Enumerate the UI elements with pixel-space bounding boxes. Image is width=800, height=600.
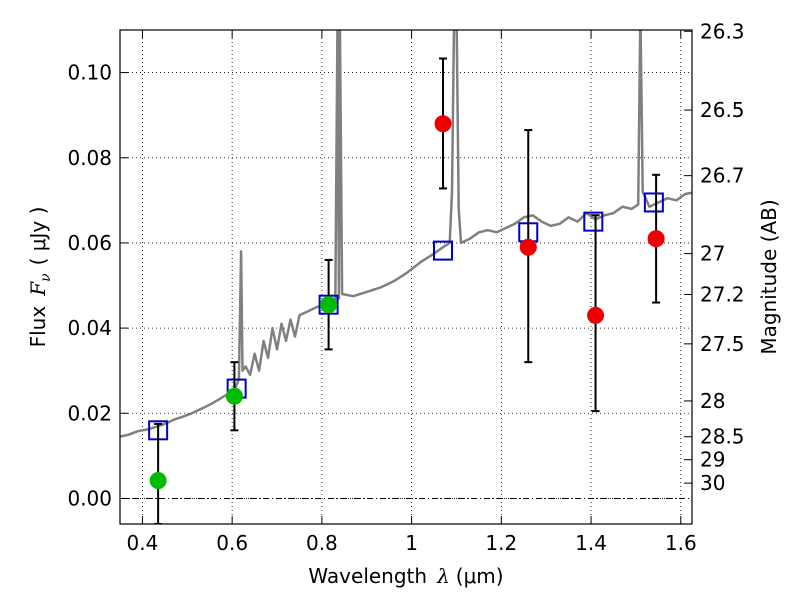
y-axis-label-text: Flux: [26, 306, 50, 348]
observed-point-marker: [434, 115, 452, 133]
y-tick-label: 0.04: [67, 316, 112, 340]
y-tick-label: 0.02: [67, 401, 112, 425]
observed-point-marker: [320, 296, 338, 314]
x-axis-label-text: Wavelength: [308, 564, 427, 588]
model-square-marker: [433, 240, 454, 261]
x-tick-label: 0.6: [216, 531, 248, 555]
y-axis-label-symbol: F: [26, 281, 50, 297]
y2-tick-label: 26.5: [700, 98, 745, 122]
y2-tick-label: 28.5: [700, 425, 745, 449]
y2-tick-label: 29: [700, 448, 725, 472]
observed-point-marker: [587, 306, 605, 324]
y-tick-label: 0.08: [67, 146, 112, 170]
plot-frame: [119, 29, 693, 525]
observed-point-marker: [149, 472, 167, 490]
y2-tick-label: 26.3: [700, 19, 745, 43]
model-square-marker: [643, 192, 664, 213]
y2-tick-label: 26.7: [700, 164, 745, 188]
y-tick-label: 0.00: [67, 486, 112, 510]
y-tick-label: 0.10: [67, 61, 112, 85]
x-tick-label: 1.6: [665, 531, 697, 555]
x-tick-label: 1: [405, 531, 418, 555]
y2-tick-label: 27.2: [700, 282, 745, 306]
x-tick-label: 0.8: [306, 531, 338, 555]
observed-point-marker: [647, 230, 665, 248]
y2-tick-label: 30: [700, 471, 725, 495]
spectrum-line: [120, 30, 692, 438]
y2-tick-label: 28: [700, 389, 725, 413]
x-axis-label-symbol: λ: [436, 564, 450, 588]
observed-point-marker: [519, 238, 537, 256]
y-axis-label-unit: ( μJy ): [26, 207, 50, 266]
plot-data: [120, 30, 692, 524]
y2-axis-label: Magnitude (AB): [757, 199, 781, 354]
model-square-marker: [583, 211, 604, 232]
y-axis-label-subscript: ν: [38, 273, 54, 282]
x-axis-label-unit: (μm): [456, 564, 504, 588]
x-tick-label: 0.4: [127, 531, 159, 555]
x-axis-label: Wavelength λ (μm): [308, 564, 503, 588]
grid: [120, 30, 692, 524]
observed-point-marker: [225, 387, 243, 405]
y2-tick-label: 27: [700, 242, 725, 266]
y2-tick-label: 27.5: [700, 332, 745, 356]
x-tick-label: 1.4: [575, 531, 607, 555]
y-axis-label: Flux Fν ( μJy ): [26, 207, 54, 348]
x-tick-label: 1.2: [485, 531, 517, 555]
axis-ticks: 0.4 0.6 0.8 1 1.2 1.4 1.6 0.00 0.02 0.04 0.06 0.08 0…: [67, 19, 744, 555]
y-tick-label: 0.06: [67, 231, 112, 255]
